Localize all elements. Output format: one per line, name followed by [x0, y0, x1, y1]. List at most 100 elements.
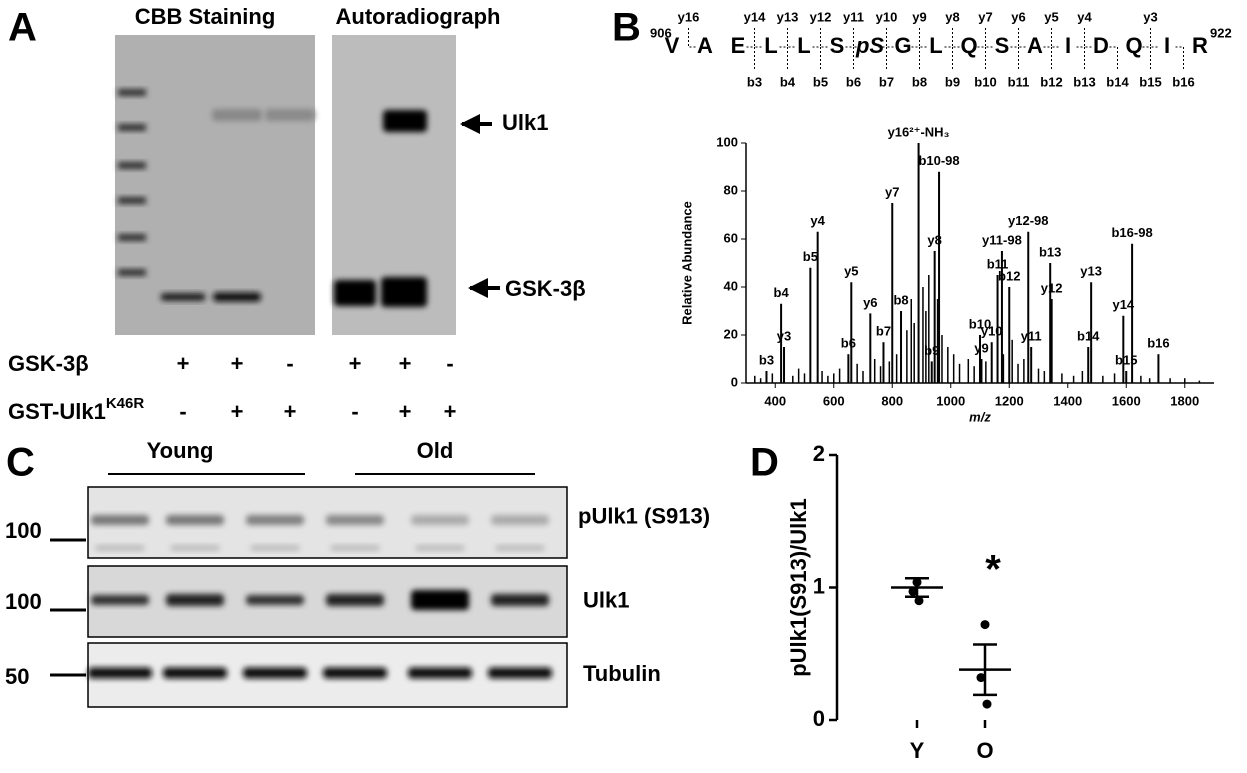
band: [323, 667, 387, 679]
b-ion: b5: [813, 74, 828, 89]
peak-label: y12: [1041, 280, 1063, 295]
sign: +: [444, 399, 457, 424]
band: [95, 545, 145, 551]
peak-label: b5: [803, 249, 818, 264]
dot: [982, 699, 992, 709]
y-bracket: [787, 28, 796, 48]
row-label: GST-Ulk1K46R: [8, 395, 144, 424]
panel-label: B: [612, 6, 641, 50]
significance: *: [985, 548, 1001, 592]
ladder-band: [118, 197, 146, 204]
band: [491, 594, 549, 606]
band: [243, 667, 307, 679]
y-ion: y14: [744, 9, 766, 24]
blot-label: Tubulin: [583, 661, 661, 686]
y-bracket: [1018, 28, 1027, 48]
y-axis-label: Relative Abundance: [679, 201, 694, 325]
y-bracket: [688, 28, 697, 48]
b-ion: b15: [1139, 74, 1161, 89]
band: [88, 667, 152, 679]
x-tick-label: 600: [823, 393, 845, 408]
residue: L: [929, 33, 942, 58]
band: [415, 545, 465, 551]
residue: I: [1065, 33, 1071, 58]
y-tick-label: 60: [724, 230, 738, 245]
dot: [908, 586, 918, 596]
y-ion: y9: [912, 9, 926, 24]
y-tick-label: 100: [716, 134, 738, 149]
b-bracket: [1076, 46, 1085, 70]
peak-label: b3: [759, 352, 774, 367]
b-bracket: [878, 46, 887, 70]
y-ion: y8: [945, 9, 959, 24]
row-label-text: GST-Ulk1: [8, 399, 106, 424]
row-label-sup: K46R: [106, 395, 145, 412]
ladder-band: [118, 234, 146, 241]
ladder-band: [118, 162, 146, 169]
y-tick-label: 0: [731, 374, 738, 389]
b-bracket: [911, 46, 920, 70]
peak-label: y11-98: [982, 232, 1022, 247]
b-ion: b6: [846, 74, 861, 89]
band: [265, 109, 315, 121]
x-tick-label: 400: [764, 393, 786, 408]
blot-label: pUlk1 (S913): [578, 503, 710, 528]
peak-label: y5: [844, 264, 858, 279]
peak-label: y3: [777, 328, 791, 343]
b-bracket: [746, 46, 755, 70]
sign: -: [446, 351, 453, 376]
sign: +: [284, 399, 297, 424]
peak-label: b7: [876, 324, 891, 339]
peak-label: y6: [863, 295, 877, 310]
blot-label: Ulk1: [583, 587, 629, 612]
y-ion: y13: [777, 9, 799, 24]
error-bar: [973, 643, 997, 697]
peak-label: b16: [1147, 336, 1169, 351]
ladder-band: [118, 269, 146, 276]
ladder-band: [118, 124, 146, 131]
sign: +: [231, 351, 244, 376]
y-bracket: [820, 28, 829, 48]
peak-label: y13: [1080, 264, 1102, 279]
x-tick-label: 1400: [1053, 393, 1082, 408]
b-ion: b9: [945, 74, 960, 89]
x-tick-label: 1800: [1170, 393, 1199, 408]
y-ion: y5: [1044, 9, 1058, 24]
x-tick-label: 1600: [1112, 393, 1141, 408]
mw-marker: 100: [5, 518, 42, 543]
y-bracket: [985, 28, 994, 48]
b-ion: b10: [974, 74, 996, 89]
panel-label: C: [6, 441, 35, 485]
sign: +: [399, 351, 412, 376]
peak-label: y14: [1112, 297, 1134, 312]
band: [246, 595, 304, 605]
residue: Q: [960, 33, 977, 58]
panel-label: D: [750, 441, 779, 485]
band: [91, 515, 149, 525]
peak-label: b12: [998, 268, 1020, 283]
y-bracket: [853, 28, 862, 48]
sign: +: [399, 399, 412, 424]
y-tick-label: 20: [724, 326, 738, 341]
y-ion: y11: [843, 9, 864, 24]
residue: A: [1027, 33, 1043, 58]
panel-label: A: [8, 6, 37, 50]
sign: -: [179, 399, 186, 424]
dot: [976, 673, 986, 683]
peak-label: y7: [885, 184, 899, 199]
peak-label: b4: [774, 285, 790, 300]
residue: L: [797, 33, 810, 58]
b-bracket: [845, 46, 854, 70]
residue: S: [830, 33, 845, 58]
band: [408, 667, 472, 679]
y-ion: y10: [876, 9, 898, 24]
b-ion: b14: [1106, 74, 1129, 89]
x-axis-label: m/z: [969, 409, 991, 424]
y-bracket: [952, 28, 961, 48]
b-ion: b16: [1172, 74, 1194, 89]
y-ion: y6: [1011, 9, 1025, 24]
band: [383, 110, 427, 132]
x-tick-label: 800: [881, 393, 903, 408]
peak-label: b11: [987, 256, 1009, 271]
band: [212, 109, 262, 121]
